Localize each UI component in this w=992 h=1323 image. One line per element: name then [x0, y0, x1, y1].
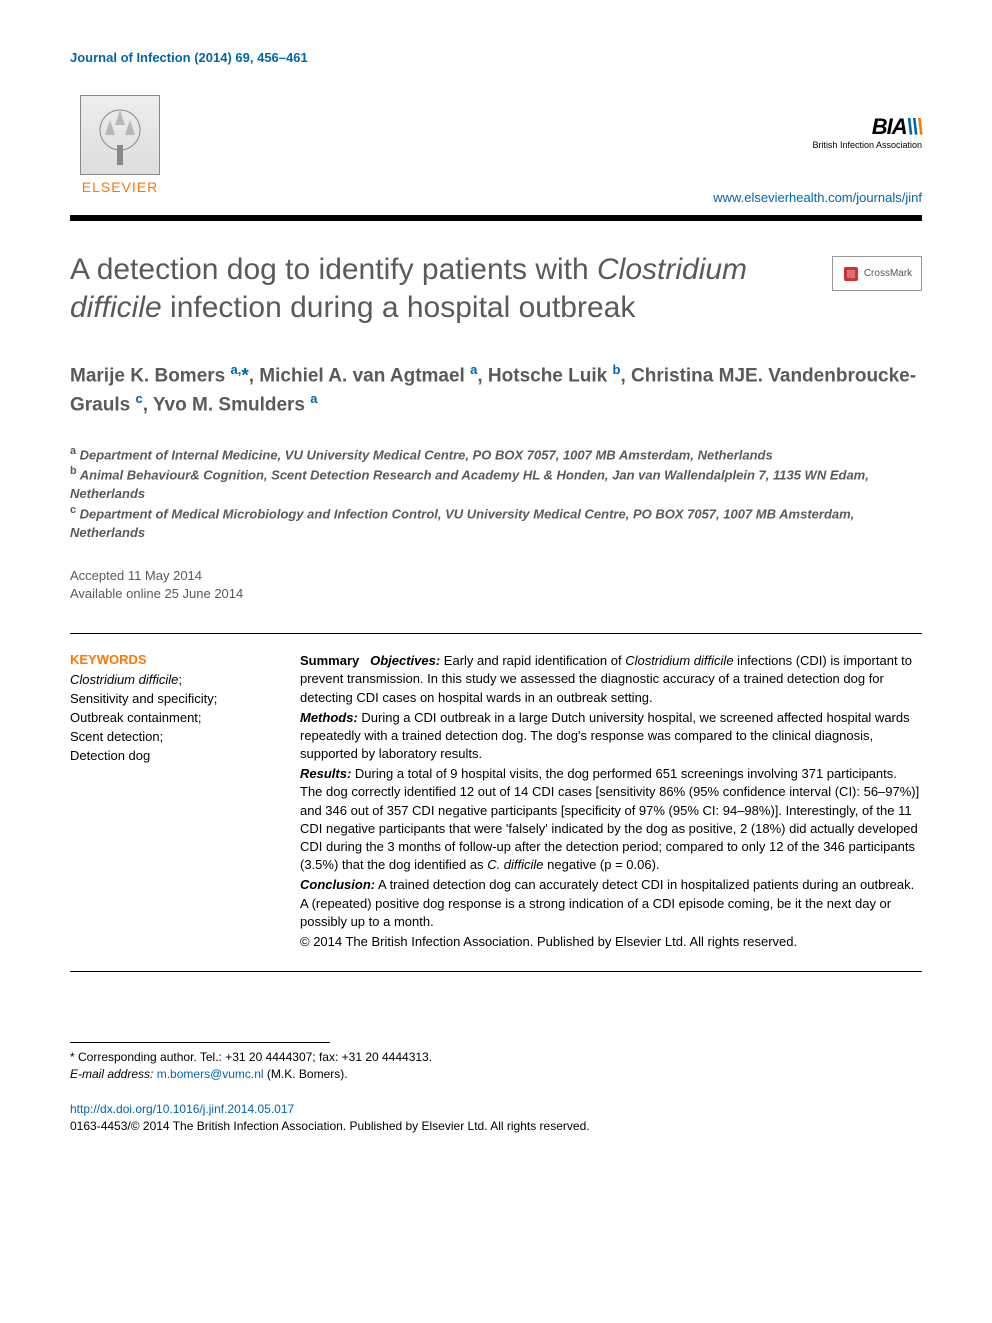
journal-citation: Journal of Infection (2014) 69, 456–461	[70, 50, 922, 65]
society-name: British Infection Association	[812, 140, 922, 150]
corresponding-block: * Corresponding author. Tel.: +31 20 444…	[70, 1049, 922, 1083]
crossmark-badge[interactable]: CrossMark	[832, 256, 922, 291]
methods-text: During a CDI outbreak in a large Dutch u…	[300, 710, 910, 761]
article-title: A detection dog to identify patients wit…	[70, 251, 750, 326]
journal-url-link[interactable]: www.elsevierhealth.com/journals/jinf	[713, 190, 922, 205]
email-label: E-mail address:	[70, 1067, 153, 1081]
title-pre: A detection dog to identify patients wit…	[70, 253, 597, 286]
corresponding-note: * Corresponding author. Tel.: +31 20 444…	[70, 1049, 922, 1066]
methods-label: Methods:	[300, 710, 358, 725]
summary-column: Summary Objectives: Early and rapid iden…	[300, 652, 922, 953]
title-row: A detection dog to identify patients wit…	[70, 251, 922, 326]
keywords-column: KEYWORDS Clostridium difficile;Sensitivi…	[70, 652, 270, 953]
title-post: infection during a hospital outbreak	[162, 291, 636, 324]
footnote-rule	[70, 1042, 330, 1043]
objectives-italic: Clostridium difficile	[625, 653, 733, 668]
abstract-copyright: © 2014 The British Infection Association…	[300, 933, 922, 951]
keywords-list: Clostridium difficile;Sensitivity and sp…	[70, 671, 270, 765]
society-logo-text: BIA\\\	[812, 114, 922, 140]
results-italic: C. difficile	[487, 857, 543, 872]
right-logo-block: BIA\\\ British Infection Association www…	[713, 114, 922, 205]
keywords-heading: KEYWORDS	[70, 652, 270, 667]
email-attribution: (M.K. Bomers).	[264, 1067, 348, 1081]
issn-copyright: 0163-4453/© 2014 The British Infection A…	[70, 1118, 922, 1135]
online-date: Available online 25 June 2014	[70, 585, 922, 603]
conclusion-label: Conclusion:	[300, 877, 375, 892]
affiliations-block: a Department of Internal Medicine, VU Un…	[70, 444, 922, 542]
conclusion-text: A trained detection dog can accurately d…	[300, 877, 914, 928]
elsevier-logo: ELSEVIER	[70, 95, 170, 205]
elsevier-name: ELSEVIER	[82, 179, 158, 195]
accepted-date: Accepted 11 May 2014	[70, 567, 922, 585]
society-logo: BIA\\\ British Infection Association	[812, 114, 922, 150]
objectives-label: Objectives:	[370, 653, 440, 668]
corresponding-email-link[interactable]: m.bomers@vumc.nl	[157, 1067, 264, 1081]
header-logo-row: ELSEVIER BIA\\\ British Infection Associ…	[70, 95, 922, 205]
doi-block: http://dx.doi.org/10.1016/j.jinf.2014.05…	[70, 1101, 922, 1135]
doi-link[interactable]: http://dx.doi.org/10.1016/j.jinf.2014.05…	[70, 1102, 294, 1116]
objectives-pre: Early and rapid identification of	[440, 653, 625, 668]
dates-block: Accepted 11 May 2014 Available online 25…	[70, 567, 922, 603]
abstract-box: KEYWORDS Clostridium difficile;Sensitivi…	[70, 633, 922, 972]
author-list: Marije K. Bomers a,*, Michiel A. van Agt…	[70, 361, 922, 419]
results-post: negative (p = 0.06).	[544, 857, 660, 872]
elsevier-tree-icon	[80, 95, 160, 175]
crossmark-label: CrossMark	[864, 268, 912, 279]
results-label: Results:	[300, 766, 351, 781]
summary-label: Summary	[300, 653, 359, 668]
header-rule	[70, 215, 922, 221]
